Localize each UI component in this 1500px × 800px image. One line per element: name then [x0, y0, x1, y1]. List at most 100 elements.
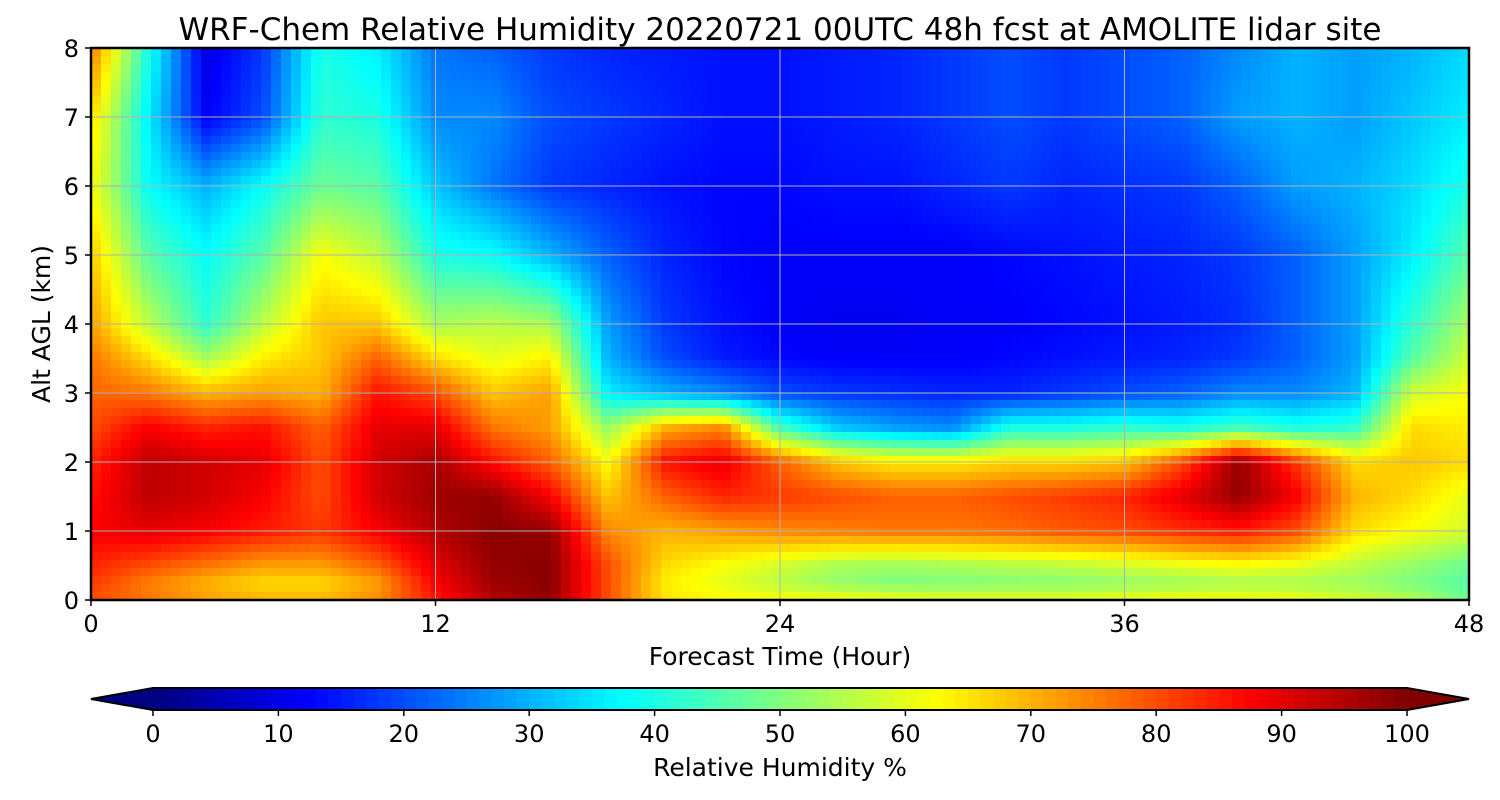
- heatmap-cell: [511, 272, 522, 281]
- heatmap-cell: [631, 88, 642, 97]
- heatmap-cell: [781, 312, 792, 321]
- heatmap-cell: [171, 256, 182, 265]
- heatmap-cell: [1431, 192, 1442, 201]
- heatmap-cell: [381, 192, 392, 201]
- heatmap-cell: [541, 184, 552, 193]
- heatmap-cell: [841, 264, 852, 273]
- heatmap-cell: [791, 112, 802, 121]
- heatmap-cell: [471, 288, 482, 297]
- heatmap-cell: [951, 208, 962, 217]
- heatmap-cell: [1201, 128, 1212, 137]
- heatmap-cell: [791, 232, 802, 241]
- heatmap-cell: [571, 104, 582, 113]
- heatmap-cell: [1181, 48, 1192, 57]
- heatmap-cell: [181, 56, 192, 65]
- heatmap-cell: [561, 136, 572, 145]
- heatmap-cell: [1201, 200, 1212, 209]
- heatmap-cell: [721, 88, 732, 97]
- heatmap-cell: [361, 160, 372, 169]
- heatmap-cell: [761, 264, 772, 273]
- heatmap-cell: [1331, 272, 1342, 281]
- heatmap-cell: [511, 160, 522, 169]
- heatmap-cell: [161, 176, 172, 185]
- heatmap-cell: [1121, 184, 1132, 193]
- heatmap-cell: [871, 160, 882, 169]
- heatmap-cell: [821, 72, 832, 81]
- heatmap-cell: [961, 56, 972, 65]
- heatmap-cell: [311, 160, 322, 169]
- heatmap-cell: [121, 128, 132, 137]
- heatmap-cell: [611, 232, 622, 241]
- heatmap-cell: [931, 288, 942, 297]
- heatmap-cell: [91, 184, 102, 193]
- heatmap-cell: [751, 136, 762, 145]
- heatmap-cell: [511, 176, 522, 185]
- heatmap-cell: [601, 296, 612, 305]
- heatmap-cell: [481, 296, 492, 305]
- heatmap-cell: [1201, 152, 1212, 161]
- heatmap-cell: [1181, 136, 1192, 145]
- heatmap-cell: [911, 168, 922, 177]
- heatmap-cell: [1141, 80, 1152, 89]
- heatmap-cell: [1031, 128, 1042, 137]
- heatmap-cell: [171, 96, 182, 105]
- heatmap-cell: [1461, 264, 1470, 273]
- heatmap-cell: [1371, 224, 1382, 233]
- heatmap-cell: [461, 200, 472, 209]
- heatmap-cell: [381, 88, 392, 97]
- heatmap-cell: [971, 328, 982, 337]
- heatmap-cell: [1281, 304, 1292, 313]
- heatmap-cell: [1381, 168, 1392, 177]
- heatmap-cell: [281, 328, 292, 337]
- heatmap-cell: [141, 96, 152, 105]
- heatmap-cell: [701, 304, 712, 313]
- heatmap-cell: [871, 72, 882, 81]
- heatmap-cell: [1091, 144, 1102, 153]
- heatmap-cell: [1191, 232, 1202, 241]
- heatmap-cell: [631, 280, 642, 289]
- heatmap-cell: [271, 64, 282, 73]
- heatmap-cell: [421, 136, 432, 145]
- heatmap-cell: [661, 232, 672, 241]
- heatmap-cell: [1081, 224, 1092, 233]
- heatmap-cell: [941, 328, 952, 337]
- heatmap-cell: [1291, 304, 1302, 313]
- heatmap-cell: [311, 240, 322, 249]
- heatmap-cell: [1391, 152, 1402, 161]
- heatmap-cell: [761, 272, 772, 281]
- heatmap-cell: [1421, 264, 1432, 273]
- heatmap-cell: [1061, 256, 1072, 265]
- heatmap-cell: [101, 328, 112, 337]
- heatmap-cell: [371, 328, 382, 337]
- heatmap-cell: [201, 312, 212, 321]
- heatmap-cell: [1331, 80, 1342, 89]
- heatmap-cell: [1171, 88, 1182, 97]
- heatmap-cell: [291, 208, 302, 217]
- heatmap-cell: [1321, 232, 1332, 241]
- heatmap-cell: [211, 136, 222, 145]
- heatmap-cell: [211, 272, 222, 281]
- heatmap-cell: [531, 200, 542, 209]
- heatmap-cell: [121, 200, 132, 209]
- heatmap-cell: [1331, 216, 1342, 225]
- heatmap-cell: [571, 88, 582, 97]
- heatmap-cell: [241, 288, 252, 297]
- heatmap-cell: [521, 176, 532, 185]
- heatmap-cell: [121, 48, 132, 57]
- heatmap-cell: [181, 96, 192, 105]
- heatmap-cell: [1181, 184, 1192, 193]
- heatmap-cell: [371, 184, 382, 193]
- heatmap-cell: [1151, 208, 1162, 217]
- heatmap-cell: [541, 240, 552, 249]
- heatmap-cell: [651, 224, 662, 233]
- heatmap-cell: [991, 200, 1002, 209]
- heatmap-cell: [331, 56, 342, 65]
- heatmap-cell: [891, 232, 902, 241]
- heatmap-cell: [441, 248, 452, 257]
- heatmap-cell: [421, 232, 432, 241]
- heatmap-cell: [981, 288, 992, 297]
- heatmap-cell: [1171, 184, 1182, 193]
- heatmap-cell: [471, 96, 482, 105]
- heatmap-cell: [921, 288, 932, 297]
- heatmap-cell: [311, 152, 322, 161]
